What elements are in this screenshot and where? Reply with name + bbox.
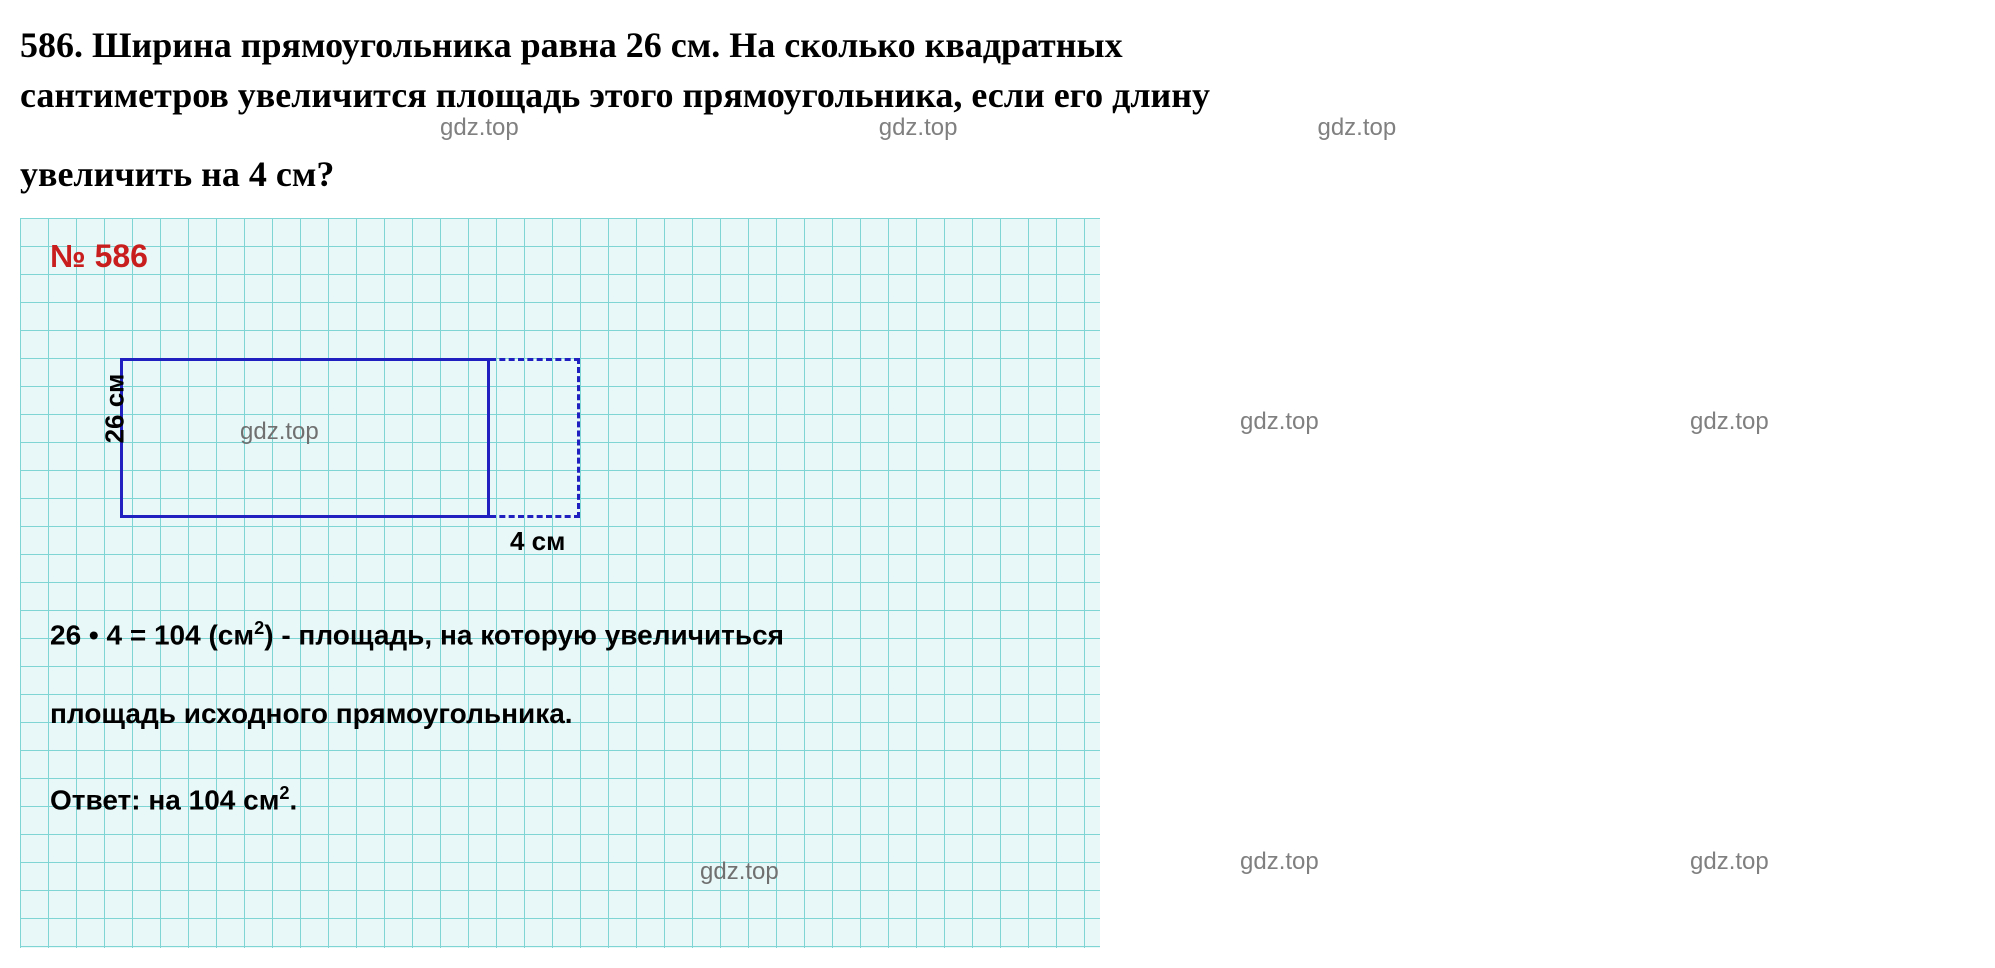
rectangle-extension <box>490 358 580 518</box>
watermark-text: gdz.top <box>1690 408 1769 436</box>
calc-sup: 2 <box>254 618 264 638</box>
answer-suffix: . <box>290 784 298 815</box>
watermark-row-top: gdz.top gdz.top gdz.top <box>440 111 1975 145</box>
answer-prefix: Ответ: на 104 см <box>50 784 279 815</box>
content-row: № 586 26 см 4 см 26 • 4 = 104 (см2) - пл… <box>20 208 1975 948</box>
calc-prefix: 26 • 4 = 104 (см <box>50 619 254 650</box>
extension-label: 4 см <box>510 526 565 557</box>
problem-line-1: 586. Ширина прямоугольника равна 26 см. … <box>20 25 1123 65</box>
solution-continuation: площадь исходного прямоугольника. <box>50 698 573 730</box>
watermark-text: gdz.top <box>240 418 319 446</box>
watermark-text: gdz.top <box>1690 848 1769 876</box>
solution-answer: Ответ: на 104 см2. <box>50 783 297 816</box>
grid-background <box>20 218 1100 948</box>
watermark-text: gdz.top <box>1240 408 1319 436</box>
watermark-text: gdz.top <box>879 111 958 145</box>
watermark-text: gdz.top <box>1240 848 1319 876</box>
solution-grid: № 586 26 см 4 см 26 • 4 = 104 (см2) - пл… <box>20 218 1100 948</box>
solution-calculation: 26 • 4 = 104 (см2) - площадь, на которую… <box>50 618 784 651</box>
problem-line-2: сантиметров увеличится площадь этого пря… <box>20 75 1210 115</box>
calc-suffix: ) - площадь, на которую увеличиться <box>264 619 784 650</box>
answer-number-label: № 586 <box>50 238 148 275</box>
width-label: 26 см <box>99 373 130 443</box>
watermark-text: gdz.top <box>440 111 519 145</box>
answer-sup: 2 <box>279 783 289 803</box>
watermark-text: gdz.top <box>700 858 779 886</box>
problem-line-3: увеличить на 4 см? <box>20 154 334 194</box>
problem-statement: 586. Ширина прямоугольника равна 26 см. … <box>20 20 1975 200</box>
watermark-text: gdz.top <box>1317 111 1396 145</box>
